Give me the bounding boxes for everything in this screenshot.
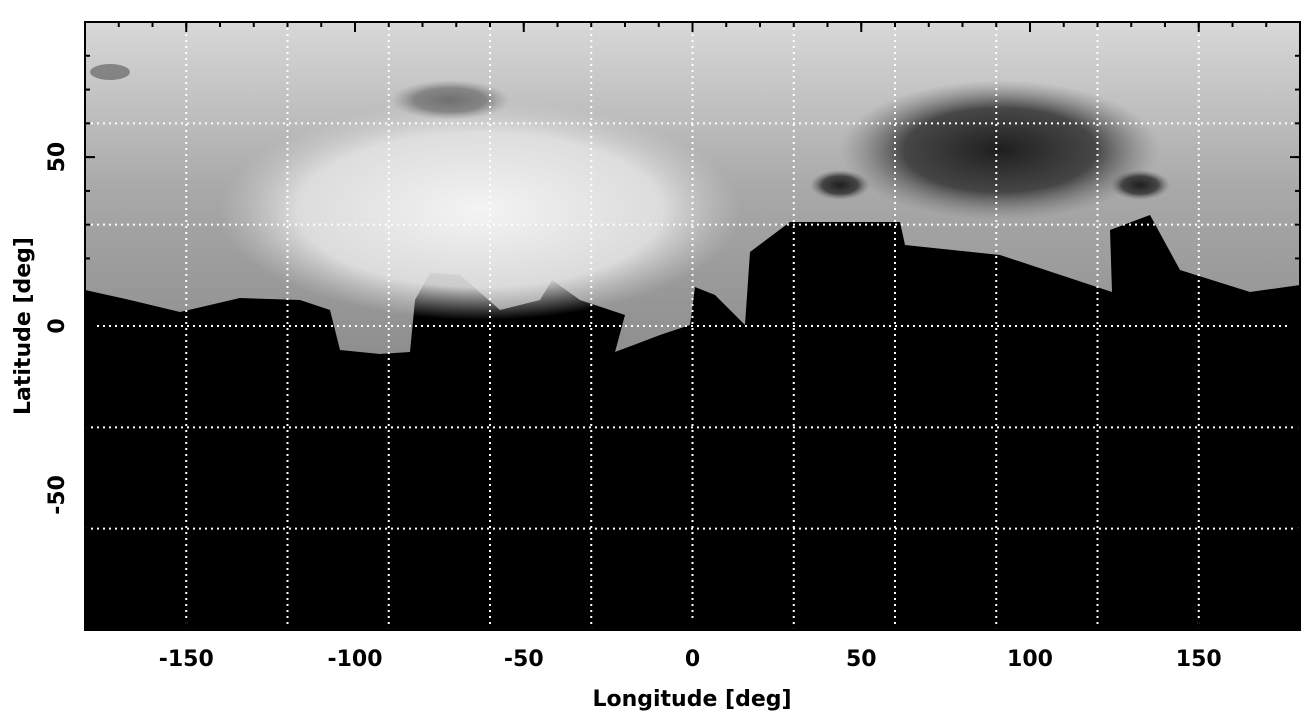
x-axis-label: Longitude [deg] xyxy=(592,687,791,712)
y-tick-label: -50 xyxy=(45,475,70,515)
x-tick-label: -50 xyxy=(504,647,544,672)
dark-region xyxy=(840,80,1160,220)
axes: -150 -100 -50 0 50 100 150 -50 0 50 xyxy=(45,21,1301,672)
plot-frame xyxy=(84,21,1301,631)
x-tick-label: 0 xyxy=(685,647,700,672)
x-tick-label: 100 xyxy=(1007,647,1053,672)
x-tick-label: -100 xyxy=(327,647,382,672)
bright-region xyxy=(220,100,740,320)
x-tick-label: 50 xyxy=(846,647,877,672)
y-axis-label: Latitude [deg] xyxy=(11,237,36,415)
crater xyxy=(390,80,510,120)
x-tick-label: 150 xyxy=(1176,647,1222,672)
crater xyxy=(90,64,130,80)
x-tick-label: -150 xyxy=(159,647,214,672)
y-tick-label: 0 xyxy=(45,318,70,333)
y-tick-label: 50 xyxy=(45,142,70,173)
crater xyxy=(1110,170,1170,200)
crater xyxy=(810,170,870,200)
